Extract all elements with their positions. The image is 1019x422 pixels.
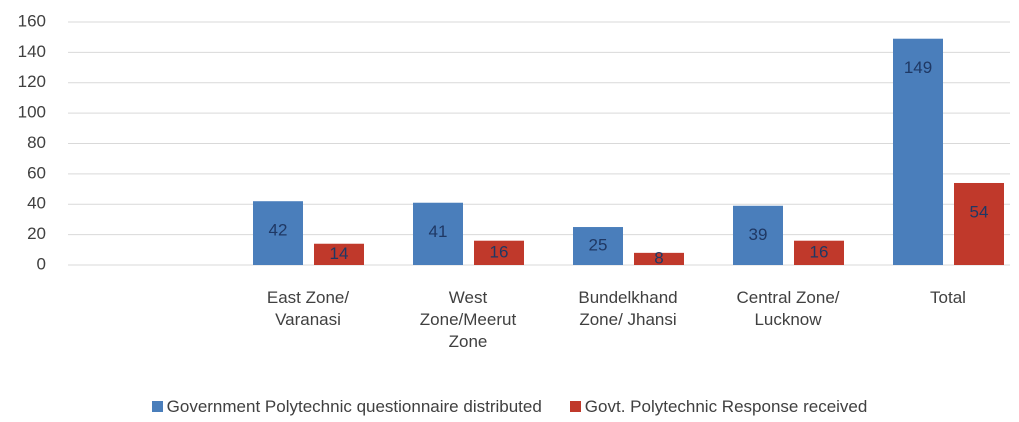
y-tick-label: 120	[18, 72, 46, 91]
y-tick-label: 60	[27, 163, 46, 182]
y-tick-label: 80	[27, 133, 46, 152]
data-label: 54	[970, 202, 989, 221]
data-label: 42	[269, 221, 288, 240]
legend-swatch	[569, 401, 581, 412]
bar	[413, 202, 463, 265]
y-tick-label: 40	[27, 194, 46, 213]
data-label: 16	[810, 242, 829, 261]
bar	[253, 201, 303, 265]
x-tick-label: Bundelkhand Zone/ Jhansi	[578, 288, 678, 329]
data-label: 16	[490, 242, 509, 261]
bar	[573, 227, 623, 265]
data-label: 25	[589, 236, 608, 255]
y-tick-label: 160	[18, 11, 46, 30]
legend: Government Polytechnic questionnaire dis…	[0, 397, 1019, 417]
bar	[794, 240, 844, 265]
data-label: 14	[330, 244, 349, 263]
data-label: 39	[749, 225, 768, 244]
y-tick-label: 140	[18, 42, 46, 61]
bar	[733, 205, 783, 265]
y-tick-label: 100	[18, 103, 46, 122]
x-tick-label: East Zone/ Varanasi	[266, 288, 350, 329]
data-label: 149	[904, 58, 932, 77]
legend-item: Govt. Polytechnic Response received	[569, 397, 868, 417]
y-tick-label: 0	[37, 254, 46, 273]
legend-label: Government Polytechnic questionnaire dis…	[166, 397, 542, 416]
x-tick-label: Total	[930, 288, 966, 307]
x-tick-label: Central Zone/ Lucknow	[736, 288, 840, 329]
bar	[314, 243, 364, 265]
y-tick-label: 20	[27, 224, 46, 243]
bar	[954, 182, 1004, 265]
bar	[893, 38, 943, 265]
data-label: 41	[429, 222, 448, 241]
data-label: 8	[654, 248, 663, 267]
legend-label: Govt. Polytechnic Response received	[584, 397, 868, 416]
x-tick-label: West Zone/Meerut Zone	[419, 288, 517, 351]
bar	[634, 252, 684, 265]
legend-item: Government Polytechnic questionnaire dis…	[151, 397, 542, 417]
legend-swatch	[151, 401, 163, 412]
bar	[474, 240, 524, 265]
